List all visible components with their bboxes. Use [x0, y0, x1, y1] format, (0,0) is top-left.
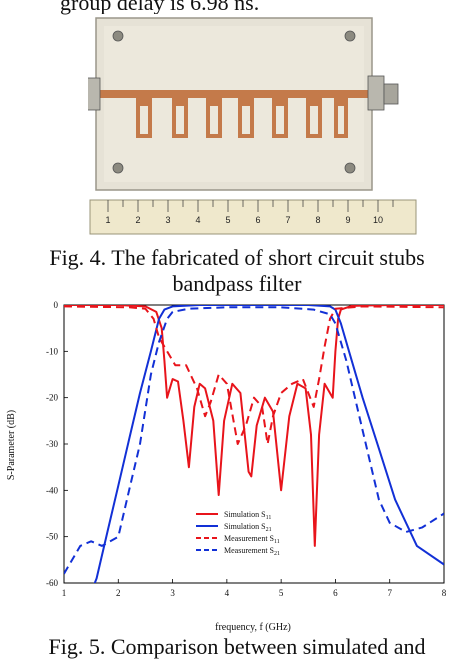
sma-connector-left: [88, 77, 101, 111]
ruler-ticks: [107, 200, 394, 212]
x-tick-label: 8: [442, 588, 447, 598]
legend-entry-label: Measurement S: [224, 534, 274, 543]
ruler-number: 9: [345, 215, 350, 225]
ruler-number: 4: [195, 215, 200, 225]
ruler-number: 8: [315, 215, 320, 225]
legend-entry-label: Measurement S: [224, 546, 274, 555]
screw-icon: [344, 30, 356, 42]
legend-entry: Simulation S21: [224, 522, 272, 533]
s-parameter-chart: 1 2 3 4 5 6 7 8 0 -10 -20 -30 -40 -50 -60 frequency, …: [6, 300, 447, 633]
legend-entry: Simulation S11: [224, 510, 271, 521]
top-text: group delay is 6.98 ns.: [60, 0, 260, 15]
x-tick-label: 5: [279, 588, 284, 598]
legend-entry-subscript: 21: [274, 551, 280, 557]
x-axis-label: frequency, f (GHz): [215, 622, 291, 633]
ruler-number: 7: [285, 215, 290, 225]
legend-entry-subscript: 11: [274, 539, 280, 545]
fig4-caption-line2: bandpass filter: [172, 271, 302, 296]
y-tick-label: -50: [46, 532, 58, 542]
series-line-4: [64, 306, 444, 575]
legend-entry-label: Simulation S: [224, 522, 266, 531]
legend-entry-label: Simulation S: [224, 510, 266, 519]
series-line-1: [64, 305, 444, 547]
x-tick-label: 4: [225, 588, 230, 598]
ruler-number: 10: [373, 215, 383, 225]
x-tick-label: 1: [62, 588, 67, 598]
series-line-3: [64, 305, 444, 445]
x-tick-label: 2: [116, 588, 121, 598]
y-tick-label: 0: [54, 300, 59, 310]
screw-icon: [112, 30, 124, 42]
microstrip-line: [96, 90, 372, 98]
ruler-number: 2: [135, 215, 140, 225]
ruler-number: 1: [105, 215, 110, 225]
x-tick-label: 3: [170, 588, 175, 598]
y-axis-label: S-Parameter (dB): [6, 410, 17, 480]
fig4-caption-line1: Fig. 4. The fabricated of short circuit …: [49, 245, 425, 270]
fig5-caption: Fig. 5. Comparison between simulated and: [48, 634, 426, 659]
x-tick-label: 6: [333, 588, 338, 598]
ruler-numbers: 1 2 3 4 5 6 7 8 9 10: [105, 215, 383, 225]
x-tick-label: 7: [387, 588, 392, 598]
y-tick-label: -60: [46, 578, 58, 588]
y-tick-label: -30: [46, 439, 58, 449]
ruler-number: 3: [165, 215, 170, 225]
screw-icon: [112, 162, 124, 174]
legend-entry-subscript: 21: [266, 527, 272, 533]
series-line-2: [93, 305, 444, 583]
ruler: [89, 199, 417, 235]
y-tick-label: -20: [46, 393, 58, 403]
ruler-number: 5: [225, 215, 230, 225]
y-tick-label: -10: [46, 346, 58, 356]
y-tick-label: -40: [46, 485, 58, 495]
ruler-number: 6: [255, 215, 260, 225]
sma-connector-right: [367, 75, 399, 111]
filter-photo: 1 2 3 4 5 6 7 8 9 10: [88, 14, 420, 242]
legend-entry-subscript: 11: [266, 515, 272, 521]
legend-entry: Measurement S21: [224, 546, 280, 557]
screw-icon: [344, 162, 356, 174]
legend-entry: Measurement S11: [224, 534, 280, 545]
